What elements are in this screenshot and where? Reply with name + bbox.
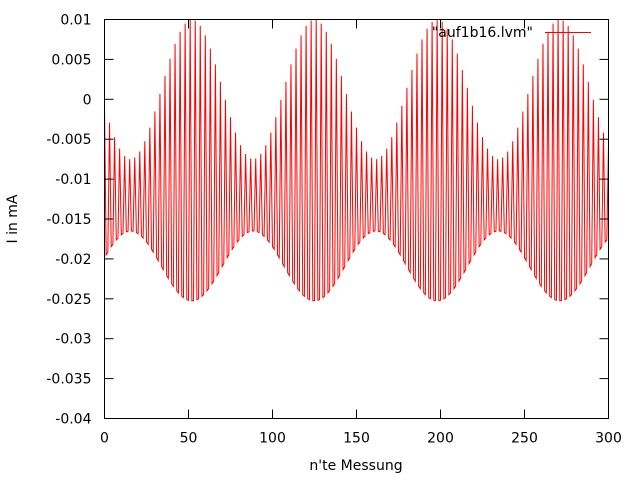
y-tick-labels: -0.04 -0.035 -0.03 -0.025 -0.02 -0.015 -0.01 -0… <box>46 13 91 428</box>
series-line-0 <box>104 19 609 302</box>
y-tick-label: -0.01 <box>55 172 91 188</box>
x-tick-label: 200 <box>427 431 454 447</box>
y-tick-label: -0.015 <box>46 212 91 228</box>
x-tick-labels: 0 50 100 150 200 250 300 <box>100 431 622 447</box>
legend: "auf1b16.lvm" <box>432 25 591 41</box>
x-tick-label: 250 <box>511 431 538 447</box>
y-tick-label: 0.01 <box>60 13 91 29</box>
ticks-layer <box>104 19 609 419</box>
x-axis-title: n'te Messung <box>309 458 402 474</box>
y-tick-label: -0.03 <box>55 332 91 348</box>
x-tick-label: 100 <box>259 431 286 447</box>
y-tick-label: -0.02 <box>55 252 91 268</box>
y-tick-label: -0.035 <box>46 372 91 388</box>
x-tick-label: 150 <box>343 431 370 447</box>
y-tick-label: 0 <box>83 92 92 108</box>
y-tick-label: -0.025 <box>46 292 91 308</box>
y-tick-label: -0.04 <box>55 412 91 428</box>
series-layer <box>104 19 609 302</box>
y-tick-label: 0.005 <box>51 52 91 68</box>
legend-label: "auf1b16.lvm" <box>432 25 533 41</box>
y-tick-label: -0.005 <box>46 132 91 148</box>
x-tick-label: 0 <box>100 431 109 447</box>
x-tick-label: 50 <box>180 431 198 447</box>
y-axis-title: I in mA <box>5 194 21 243</box>
x-tick-label: 300 <box>595 431 622 447</box>
